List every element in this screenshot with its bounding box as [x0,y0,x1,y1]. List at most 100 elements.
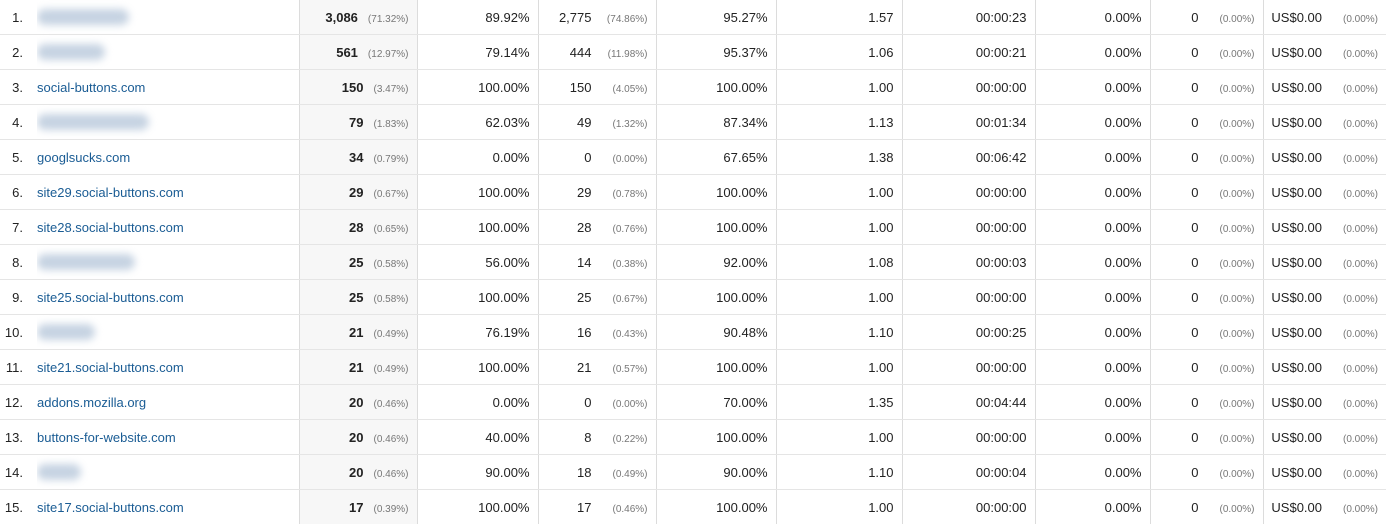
bounce-rate-cell: 100.00% [656,209,777,245]
source-cell: site29.social-buttons.com [37,174,299,210]
pages-per-session-cell: 1.10 [776,314,903,350]
pages-per-session-cell: 1.57 [776,0,903,35]
goal-completions-cell: 0 (0.00%) [1150,139,1264,175]
sessions-cell: 3,086 (71.32%) [298,0,418,35]
goal-completions-value: 0 [1191,44,1199,60]
new-users-value: 25 [577,289,592,305]
bounce-rate-cell: 90.48% [656,314,777,350]
source-cell [37,244,299,280]
new-users-percent: (0.67%) [612,293,648,305]
redacted-source-link[interactable] [37,114,149,131]
sessions-value: 25 [349,289,364,305]
new-users-cell: 16 (0.43%) [538,314,657,350]
source-link[interactable]: addons.mozilla.org [37,394,147,410]
goal-completions-cell: 0 (0.00%) [1150,489,1264,524]
goal-value-value: US$0.00 [1271,44,1322,60]
pages-per-session-cell: 1.00 [776,209,903,245]
goal-completions-cell: 0 (0.00%) [1150,244,1264,280]
sessions-value: 79 [349,114,364,130]
sessions-cell: 561 (12.97%) [298,34,418,70]
new-users-percent: (0.43%) [612,328,648,340]
goal-value-cell: US$0.00 (0.00%) [1263,69,1386,105]
goal-value-value: US$0.00 [1271,464,1322,480]
source-cell [37,314,299,350]
sessions-percent: (0.58%) [373,293,409,305]
source-link[interactable]: site25.social-buttons.com [37,289,184,305]
goal-completions-value: 0 [1191,254,1199,270]
sessions-percent: (0.46%) [373,433,409,445]
conversion-rate-cell: 0.00% [1035,104,1151,140]
source-link[interactable]: social-buttons.com [37,79,146,95]
row-index: 12. [0,384,37,420]
goal-value-value: US$0.00 [1271,79,1322,95]
goal-value-value: US$0.00 [1271,149,1322,165]
table-row: 13. buttons-for-website.com 20 (0.46%) 40… [0,419,1386,455]
conversion-rate-cell: 0.00% [1035,384,1151,420]
conversion-rate-cell: 0.00% [1035,139,1151,175]
pages-per-session-cell: 1.08 [776,244,903,280]
sessions-cell: 29 (0.67%) [298,174,418,210]
sessions-value: 21 [349,359,364,375]
redacted-source-link[interactable] [37,324,95,341]
source-cell: buttons-for-website.com [37,419,299,455]
row-index: 4. [0,104,37,140]
source-link[interactable]: site17.social-buttons.com [37,499,184,515]
conversion-rate-cell: 0.00% [1035,209,1151,245]
conversion-rate-cell: 0.00% [1035,0,1151,35]
avg-session-duration-cell: 00:00:00 [902,174,1036,210]
sessions-cell: 28 (0.65%) [298,209,418,245]
source-cell [37,0,299,35]
sessions-cell: 150 (3.47%) [298,69,418,105]
source-link[interactable]: site29.social-buttons.com [37,184,184,200]
goal-completions-value: 0 [1191,499,1199,515]
goal-value-percent: (0.00%) [1342,363,1378,375]
percent-new-sessions-cell: 90.00% [417,454,539,490]
percent-new-sessions-cell: 56.00% [417,244,539,280]
new-users-cell: 14 (0.38%) [538,244,657,280]
conversion-rate-cell: 0.00% [1035,349,1151,385]
source-link[interactable]: site28.social-buttons.com [37,219,184,235]
conversion-rate-cell: 0.00% [1035,244,1151,280]
source-cell: social-buttons.com [37,69,299,105]
new-users-percent: (0.22%) [612,433,648,445]
pages-per-session-cell: 1.10 [776,454,903,490]
source-link[interactable]: site21.social-buttons.com [37,359,184,375]
redacted-source-link[interactable] [37,254,135,271]
table-row: 14. 20 (0.46%) 90.00% 18 (0.49%) 90.00% 1.… [0,454,1386,490]
new-users-cell: 25 (0.67%) [538,279,657,315]
goal-completions-percent: (0.00%) [1219,223,1255,235]
goal-value-percent: (0.00%) [1342,188,1378,200]
avg-session-duration-cell: 00:00:00 [902,69,1036,105]
redacted-source-link[interactable] [37,44,105,61]
percent-new-sessions-cell: 100.00% [417,209,539,245]
redacted-source-link[interactable] [37,464,81,481]
goal-completions-cell: 0 (0.00%) [1150,174,1264,210]
goal-value-value: US$0.00 [1271,324,1322,340]
goal-completions-cell: 0 (0.00%) [1150,349,1264,385]
new-users-cell: 0 (0.00%) [538,139,657,175]
redacted-source-link[interactable] [37,9,129,26]
sessions-cell: 20 (0.46%) [298,454,418,490]
new-users-cell: 49 (1.32%) [538,104,657,140]
avg-session-duration-cell: 00:00:00 [902,279,1036,315]
sessions-percent: (0.49%) [373,328,409,340]
table-row: 2. 561 (12.97%) 79.14% 444 (11.98%) 95.37%… [0,34,1386,70]
goal-value-value: US$0.00 [1271,219,1322,235]
row-index: 14. [0,454,37,490]
goal-completions-percent: (0.00%) [1219,258,1255,270]
goal-completions-percent: (0.00%) [1219,188,1255,200]
source-link[interactable]: buttons-for-website.com [37,429,176,445]
conversion-rate-cell: 0.00% [1035,69,1151,105]
goal-value-cell: US$0.00 (0.00%) [1263,384,1386,420]
goal-value-percent: (0.00%) [1342,293,1378,305]
new-users-cell: 444 (11.98%) [538,34,657,70]
avg-session-duration-cell: 00:06:42 [902,139,1036,175]
table-row: 3. social-buttons.com 150 (3.47%) 100.00%… [0,69,1386,105]
source-link[interactable]: googlsucks.com [37,149,131,165]
sessions-percent: (1.83%) [373,118,409,130]
new-users-value: 150 [569,79,592,95]
goal-completions-cell: 0 (0.00%) [1150,419,1264,455]
goal-completions-cell: 0 (0.00%) [1150,0,1264,35]
goal-completions-percent: (0.00%) [1219,293,1255,305]
goal-completions-value: 0 [1191,464,1199,480]
